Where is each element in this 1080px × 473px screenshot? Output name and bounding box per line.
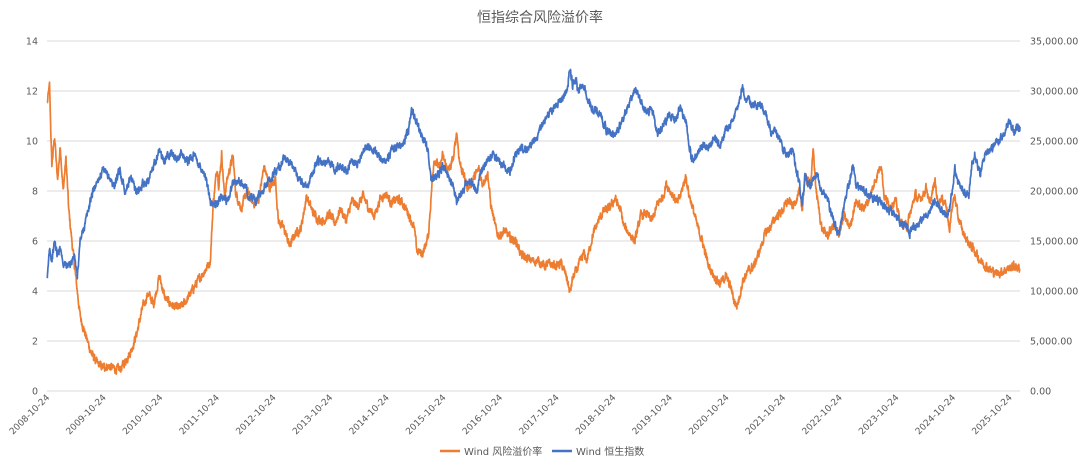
series-layer xyxy=(46,68,1021,375)
right-tick-label: 10,000.00 xyxy=(1030,287,1078,298)
x-tick-label: 2016-10-24 xyxy=(461,393,505,437)
chart-title: 恒指综合风险溢价率 xyxy=(477,9,603,26)
legend: Wind 风险溢价率 Wind 恒生指数 xyxy=(440,445,644,458)
right-tick-label: 15,000.00 xyxy=(1030,237,1078,248)
x-tick-label: 2012-10-24 xyxy=(235,393,279,437)
right-tick-label: 0.00 xyxy=(1030,387,1051,398)
x-tick-label: 2025-10-24 xyxy=(971,393,1015,437)
left-tick-label: 8 xyxy=(32,187,38,198)
x-tick-label: 2017-10-24 xyxy=(518,393,562,437)
x-tick-label: 2010-10-24 xyxy=(121,393,165,437)
x-axis: 2008-10-24 2009-10-24 2010-10-24 2011-10-24… xyxy=(8,393,1015,437)
left-tick-label: 0 xyxy=(32,387,38,398)
x-tick-label: 2020-10-24 xyxy=(687,393,731,437)
right-tick-label: 30,000.00 xyxy=(1030,87,1078,98)
left-y-axis: 0 2 4 6 8 10 12 14 xyxy=(26,37,38,398)
x-tick-label: 2022-10-24 xyxy=(801,393,845,437)
series-line-hang-seng-index xyxy=(46,68,1021,280)
x-tick-label: 2015-10-24 xyxy=(404,393,448,437)
x-tick-label: 2011-10-24 xyxy=(178,393,222,437)
x-tick-label: 2019-10-24 xyxy=(631,393,675,437)
right-tick-label: 25,000.00 xyxy=(1030,137,1078,148)
x-tick-label: 2014-10-24 xyxy=(348,393,392,437)
x-tick-label: 2024-10-24 xyxy=(914,393,958,437)
left-tick-label: 12 xyxy=(26,87,38,98)
gridlines xyxy=(47,40,1020,392)
left-tick-label: 14 xyxy=(26,37,38,48)
left-tick-label: 10 xyxy=(26,137,38,148)
x-tick-label: 2018-10-24 xyxy=(574,393,618,437)
right-tick-label: 35,000.00 xyxy=(1030,37,1078,48)
right-tick-label: 20,000.00 xyxy=(1030,187,1078,198)
legend-label: Wind 恒生指数 xyxy=(576,445,644,458)
x-tick-label: 2013-10-24 xyxy=(291,393,335,437)
x-tick-label: 2023-10-24 xyxy=(857,393,901,437)
series-line-risk-premium xyxy=(46,81,1021,375)
left-tick-label: 4 xyxy=(32,287,38,298)
x-tick-label: 2009-10-24 xyxy=(65,393,109,437)
left-tick-label: 2 xyxy=(32,337,38,348)
legend-label: Wind 风险溢价率 xyxy=(464,445,542,458)
right-y-axis: 0.00 5,000.00 10,000.00 15,000.00 20,000.00 2… xyxy=(1030,37,1078,398)
x-tick-label: 2021-10-24 xyxy=(744,393,788,437)
x-tick-label: 2008-10-24 xyxy=(8,393,52,437)
right-tick-label: 5,000.00 xyxy=(1030,337,1072,348)
left-tick-label: 6 xyxy=(32,237,38,248)
